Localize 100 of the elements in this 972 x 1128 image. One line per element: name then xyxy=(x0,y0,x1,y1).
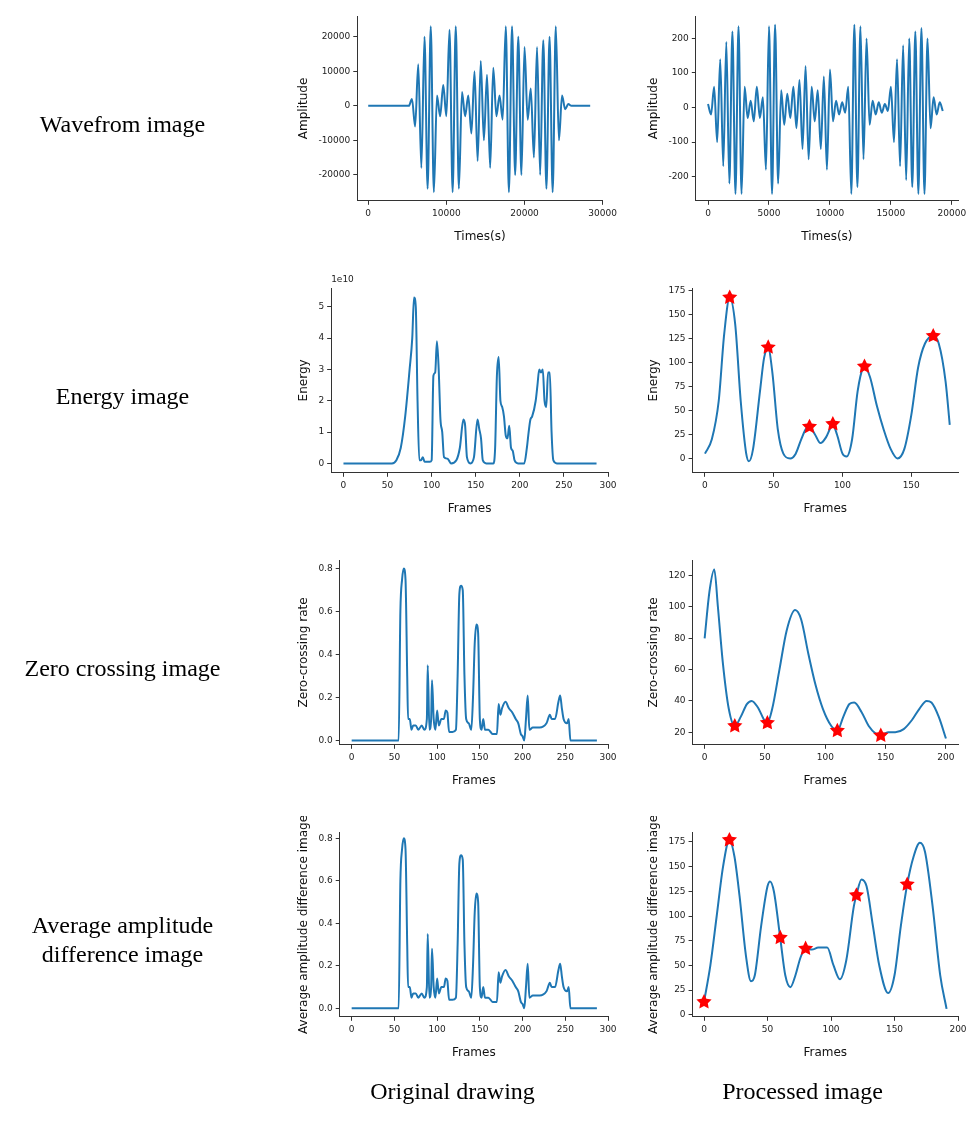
y-tick-label: 2 xyxy=(318,395,325,406)
y-tick-label: 0.6 xyxy=(318,875,333,886)
y-tick-label: 150 xyxy=(668,309,686,320)
x-tick-label: 100 xyxy=(423,479,441,490)
y-tick-label: 0.0 xyxy=(318,734,333,745)
x-tick-label: 0 xyxy=(365,207,372,218)
y-axis-title: Amplitude xyxy=(296,77,311,140)
point xyxy=(825,415,841,431)
x-tick-label: 5000 xyxy=(757,207,781,218)
x-tick-label: 50 xyxy=(761,1023,774,1034)
y-tick-label: 0 xyxy=(683,101,690,112)
x-tick-label: 50 xyxy=(388,751,401,762)
x-tick-label: 10000 xyxy=(815,207,845,218)
y-tick-label: 60 xyxy=(674,663,686,674)
point xyxy=(829,722,845,738)
y-tick-label: -200 xyxy=(668,170,690,181)
x-tick-label: 150 xyxy=(471,1023,489,1034)
x-tick-label: 150 xyxy=(877,751,895,762)
point xyxy=(873,727,889,742)
y-tick-label: 0 xyxy=(679,452,686,463)
y-tick-label: 200 xyxy=(671,32,690,43)
y-tick-label: 0.6 xyxy=(318,605,333,616)
x-tick-label: 300 xyxy=(599,479,617,490)
x-tick-label: 10000 xyxy=(432,207,461,218)
line-series xyxy=(367,25,592,194)
y-tick-label: 20000 xyxy=(321,31,351,42)
y-tick-label: 0.8 xyxy=(318,562,333,573)
x-tick-label: 20000 xyxy=(510,207,540,218)
point xyxy=(722,289,738,305)
y-tick-label: 0 xyxy=(679,1009,686,1020)
y-tick-label: 50 xyxy=(674,404,686,415)
text: Original drawing xyxy=(369,1078,536,1105)
y-tick-label: 0.2 xyxy=(318,960,333,971)
line-series xyxy=(703,568,947,740)
y-tick-label: -10000 xyxy=(318,134,351,145)
text: Average amplitude difference image xyxy=(30,911,215,969)
x-axis-title: Frames xyxy=(803,500,848,515)
x-axis-title: Times(s) xyxy=(800,228,853,243)
y-axis-title: Average amplitude difference image xyxy=(646,814,661,1034)
y-tick-label: 1 xyxy=(318,426,325,437)
x-tick-label: 150 xyxy=(885,1023,904,1034)
x-tick-label: 15000 xyxy=(876,207,906,218)
point xyxy=(848,887,865,902)
y-tick-label: 100 xyxy=(668,601,686,612)
y-axis-title: Amplitude xyxy=(646,77,661,140)
x-tick-label: 0 xyxy=(701,1023,708,1034)
point xyxy=(925,327,941,343)
y-tick-label: 4 xyxy=(318,332,325,343)
x-tick-label: 0 xyxy=(705,207,712,218)
y-tick-label: 75 xyxy=(674,935,686,946)
y-tick-label: 125 xyxy=(668,885,686,896)
x-tick-label: 250 xyxy=(556,751,575,762)
y-tick-label: 10000 xyxy=(321,65,351,76)
line-series xyxy=(707,23,944,195)
x-tick-label: 50 xyxy=(388,1023,401,1034)
line-series xyxy=(342,296,598,465)
x-axis-title: Times(s) xyxy=(453,228,506,243)
x-tick-label: 0 xyxy=(702,479,709,490)
x-tick-label: 200 xyxy=(949,1023,967,1034)
y-axis-title: Average amplitude difference image xyxy=(296,814,311,1034)
y-tick-label: 75 xyxy=(674,380,686,391)
x-tick-label: 100 xyxy=(428,1023,446,1034)
text: Wavefrom image xyxy=(38,109,207,139)
point xyxy=(798,940,814,956)
y-tick-label: 40 xyxy=(674,695,686,706)
y-tick-label: -100 xyxy=(668,136,690,147)
x-tick-label: 100 xyxy=(816,751,835,762)
x-tick-label: 150 xyxy=(467,479,485,490)
y-axis-title: Energy xyxy=(296,359,311,402)
x-tick-label: 200 xyxy=(511,479,529,490)
x-tick-label: 20000 xyxy=(937,207,967,218)
point xyxy=(721,831,738,847)
y-tick-label: 100 xyxy=(671,67,690,78)
y-tick-label: 175 xyxy=(668,285,686,296)
line-series xyxy=(350,837,598,1010)
text: Zero crossing image xyxy=(23,653,222,683)
x-axis-title: Frames xyxy=(452,772,496,787)
y-tick-label: 150 xyxy=(668,860,686,871)
x-tick-label: 200 xyxy=(513,1023,532,1034)
y-tick-label: 25 xyxy=(674,428,686,439)
y-tick-label: 0.4 xyxy=(318,648,333,659)
x-tick-label: 100 xyxy=(822,1023,840,1034)
y-tick-label: 0.2 xyxy=(318,691,333,702)
x-tick-label: 150 xyxy=(471,751,489,762)
y-axis-title: Zero-crossing rate xyxy=(646,597,661,708)
point xyxy=(760,339,776,354)
text: 1e10 xyxy=(331,273,355,284)
y-tick-label: 0 xyxy=(318,457,325,468)
x-tick-label: 300 xyxy=(599,1023,617,1034)
y-tick-label: 80 xyxy=(674,632,686,643)
y-tick-label: 3 xyxy=(318,363,325,374)
point xyxy=(856,358,873,373)
y-tick-label: 0.8 xyxy=(318,832,333,843)
x-tick-label: 50 xyxy=(759,751,771,762)
y-tick-label: 25 xyxy=(674,984,686,995)
x-tick-label: 30000 xyxy=(588,207,618,218)
y-axis-title: Energy xyxy=(646,359,661,402)
y-tick-label: -20000 xyxy=(318,169,351,180)
text: Energy image xyxy=(54,381,191,411)
y-tick-label: 175 xyxy=(668,836,686,847)
